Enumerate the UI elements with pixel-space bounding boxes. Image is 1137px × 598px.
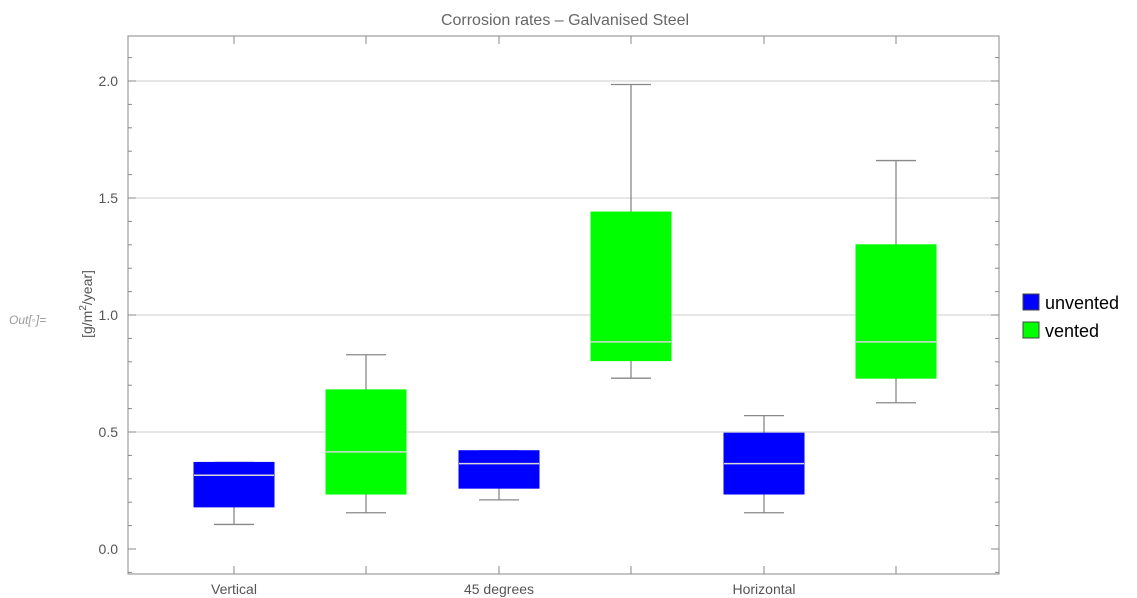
box-iqr xyxy=(590,211,672,362)
box-plots xyxy=(193,83,937,526)
x-category-label: Horizontal xyxy=(732,581,795,597)
x-category-label: 45 degrees xyxy=(464,581,534,597)
output-prompt-label: Out[◦]= xyxy=(9,313,46,327)
box-plot-vented xyxy=(855,159,937,404)
box-plot-unvented xyxy=(723,414,805,514)
chart-title: Corrosion rates – Galvanised Steel xyxy=(441,12,689,29)
box-plot-unvented xyxy=(193,461,275,526)
y-axis-label: [g/m2/year] xyxy=(78,270,95,338)
y-axis-label-prefix: [g/m xyxy=(79,311,95,338)
box-iqr xyxy=(855,244,937,379)
y-axis-label-suffix: /year] xyxy=(79,270,95,305)
box-plot-vented xyxy=(590,83,672,379)
axis-ticks: 0.0 0.5 1.0 1.5 2.0 Vertical 45 degrees Horizon… xyxy=(99,36,999,597)
legend-swatch-vented xyxy=(1022,321,1040,339)
box-iqr xyxy=(193,461,275,508)
plot-frame xyxy=(127,35,1000,575)
y-tick-label: 0.0 xyxy=(99,541,119,557)
box-plot-vented xyxy=(325,354,407,514)
y-tick-label: 1.0 xyxy=(99,307,119,323)
y-tick-label: 1.5 xyxy=(99,190,119,206)
legend-label-unvented: unvented xyxy=(1045,293,1119,313)
box-plot-unvented xyxy=(458,450,540,501)
y-tick-label: 2.0 xyxy=(99,73,119,89)
y-axis-label-sup: 2 xyxy=(78,305,89,311)
box-iqr xyxy=(325,389,407,495)
box-iqr xyxy=(458,450,540,489)
gridlines xyxy=(128,80,999,433)
legend-swatch-unvented xyxy=(1022,293,1040,311)
x-category-label: Vertical xyxy=(211,581,257,597)
legend: unvented vented xyxy=(1022,293,1119,341)
legend-label-vented: vented xyxy=(1045,321,1099,341)
y-tick-label: 0.5 xyxy=(99,424,119,440)
